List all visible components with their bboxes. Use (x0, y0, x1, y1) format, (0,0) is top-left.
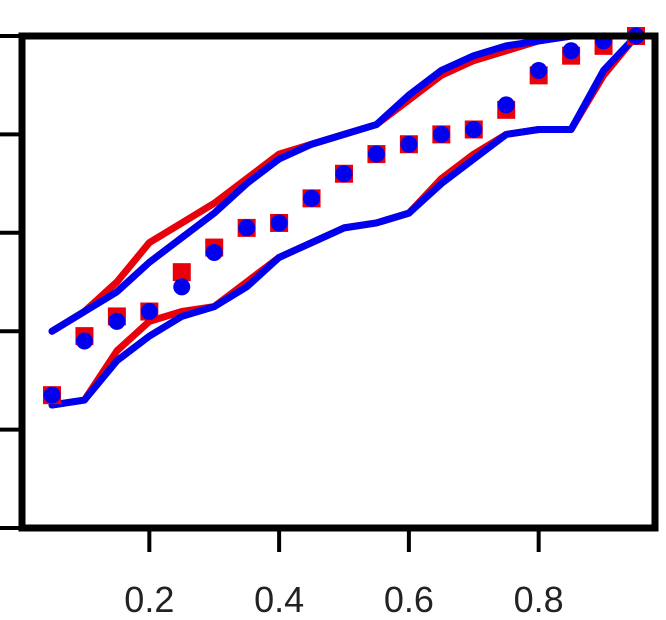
series-0-point-4 (172, 263, 191, 282)
series-1-point-5 (205, 243, 223, 261)
series-1-point-10 (367, 145, 385, 163)
y-axis-ticks (0, 34, 22, 530)
series-1-point-16 (562, 42, 580, 60)
series-0-band-upper-line (48, 32, 640, 335)
series-1-point-2 (108, 312, 126, 330)
series-1-point-4 (173, 278, 191, 296)
series-1-point-11 (400, 135, 418, 153)
series-1-point-0 (43, 386, 61, 404)
x-tick-label-3: 0.8 (514, 579, 564, 620)
plot-frame (18, 32, 659, 532)
series-1-point-15 (530, 61, 548, 79)
series-1-point-12 (432, 125, 450, 143)
series-1-band-upper-line (48, 32, 640, 335)
series-1-point-1 (75, 332, 93, 350)
data-points (43, 27, 645, 405)
confidence-bands (48, 32, 640, 409)
x-axis-ticks (147, 528, 541, 552)
series-1-point-8 (303, 189, 321, 207)
x-tick-label-2: 0.6 (384, 579, 434, 620)
series-1-point-7 (270, 214, 288, 232)
series-1-point-13 (465, 120, 483, 138)
series-1-point-14 (497, 96, 515, 114)
series-0-band-lower-line (48, 32, 640, 409)
series-1-point-9 (335, 165, 353, 183)
series-1-band-lower-line (48, 32, 640, 409)
series-1-point-6 (238, 219, 256, 237)
series-1-point-3 (140, 303, 158, 321)
x-axis-tick-labels: 0.2 0.4 0.6 0.8 (124, 579, 563, 620)
x-tick-label-1: 0.4 (254, 579, 304, 620)
x-tick-label-0: 0.2 (124, 579, 174, 620)
